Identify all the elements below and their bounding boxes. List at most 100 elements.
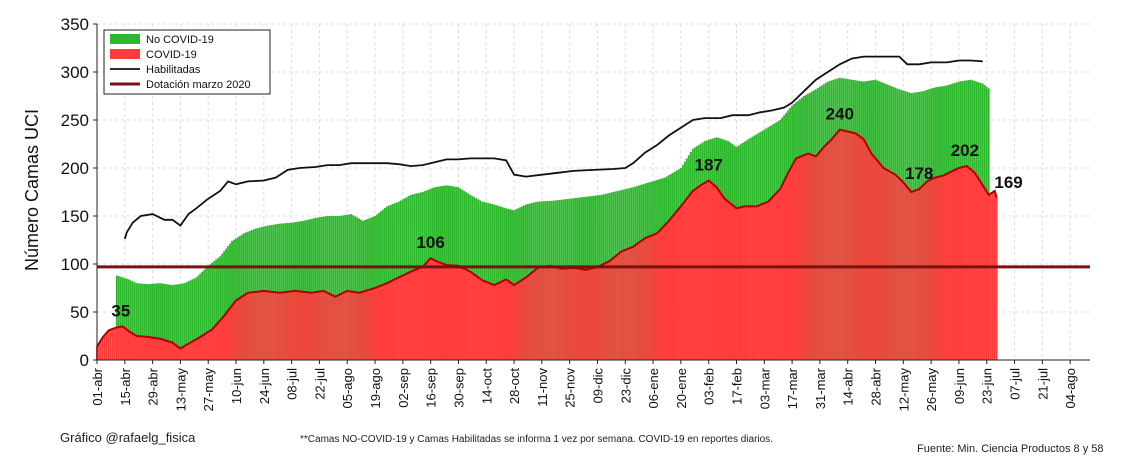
covid-bar: [652, 234, 654, 360]
covid-bar: [389, 281, 392, 360]
covid-bar: [427, 260, 430, 360]
value-annotation: 35: [111, 301, 130, 320]
covid-bar: [197, 338, 200, 360]
covid-bar: [441, 263, 444, 360]
covid-bar: [735, 208, 738, 360]
covid-bar: [503, 280, 506, 360]
covid-bar: [242, 295, 245, 360]
covid-bar: [540, 267, 543, 360]
no-covid-bar: [155, 283, 158, 360]
covid-bar: [870, 153, 873, 360]
covid-bar: [254, 291, 257, 360]
value-annotation: 202: [951, 141, 979, 160]
covid-bar: [612, 257, 615, 360]
no-covid-bar: [173, 284, 176, 360]
no-covid-bar: [221, 253, 224, 360]
x-tick-label: 19-ago: [368, 368, 383, 408]
no-covid-bar: [163, 283, 166, 360]
covid-bar: [433, 260, 436, 360]
covid-bar: [642, 239, 645, 360]
no-covid-bar: [324, 216, 327, 360]
covid-bar: [378, 286, 380, 360]
x-tick-label: 12-may: [896, 368, 911, 412]
covid-bar: [693, 189, 696, 360]
covid-bar: [302, 291, 305, 360]
habilitadas-line: [123, 55, 983, 240]
covid-bar: [324, 291, 327, 360]
covid-bar: [346, 290, 349, 360]
covid-bar: [755, 206, 758, 360]
covid-bar: [739, 207, 742, 360]
no-covid-bar: [149, 284, 152, 360]
no-covid-bar: [175, 284, 178, 360]
uci-beds-chart: 0 50 100 150 200 250 300 350 01-abr 15-abr 29-abr 1…: [22, 15, 1090, 412]
no-covid-bar: [161, 283, 164, 360]
covid-bar: [320, 291, 323, 360]
covid-bar: [906, 187, 909, 360]
covid-bar: [109, 329, 112, 360]
covid-bar: [399, 276, 402, 360]
covid-bar: [457, 265, 460, 360]
covid-bar: [818, 151, 821, 360]
no-covid-bar: [199, 273, 202, 360]
covid-bar: [864, 142, 867, 360]
covid-bar: [866, 146, 869, 360]
covid-bar: [957, 168, 960, 360]
covid-bar: [451, 265, 454, 360]
covid-bar: [834, 134, 837, 360]
covid-bar: [205, 333, 208, 360]
covid-bar: [934, 177, 936, 360]
covid-bar: [840, 130, 843, 360]
covid-bar: [491, 284, 494, 360]
covid-bar: [757, 205, 760, 360]
covid-bar: [705, 181, 708, 360]
covid-bar: [709, 182, 712, 360]
covid-bar: [769, 199, 772, 360]
credit-text: Gráfico @rafaelg_fisica: [60, 430, 196, 445]
covid-bar: [463, 268, 466, 360]
annotations: 35 106 187 240 178 202 169: [111, 105, 1022, 321]
covid-bar: [135, 336, 138, 360]
covid-bar: [290, 291, 293, 360]
covid-bar: [582, 269, 585, 360]
covid-bar: [900, 180, 903, 360]
covid-bar: [213, 327, 216, 360]
covid-bar: [850, 132, 853, 360]
no-covid-bar: [300, 221, 303, 360]
covid-bar: [620, 251, 623, 360]
covid-bar: [669, 218, 672, 360]
no-covid-bar: [316, 217, 319, 360]
no-covid-bar: [131, 281, 134, 360]
covid-bar: [376, 287, 378, 360]
covid-bar: [133, 334, 136, 360]
covid-bar: [820, 149, 823, 360]
covid-bar: [459, 266, 462, 360]
covid-bar: [753, 206, 756, 360]
covid-bar: [928, 180, 931, 360]
covid-bar: [431, 259, 434, 360]
covid-bar: [409, 271, 412, 360]
covid-bar: [505, 279, 508, 360]
value-annotation: 178: [905, 164, 933, 183]
covid-bar: [775, 193, 778, 360]
covid-bar: [989, 193, 992, 360]
covid-bar: [801, 156, 803, 360]
covid-bar: [981, 185, 984, 360]
covid-bar: [233, 303, 235, 360]
covid-bar: [824, 144, 827, 360]
covid-bar: [425, 262, 428, 360]
covid-bar: [632, 246, 635, 360]
covid-bar: [747, 206, 750, 360]
x-tick-label: 22-jul: [312, 368, 327, 400]
covid-bar: [548, 265, 551, 360]
covid-bar: [717, 190, 720, 360]
covid-bar: [141, 336, 144, 360]
covid-bar: [977, 179, 980, 360]
covid-bar: [969, 169, 972, 360]
covid-bar: [588, 268, 591, 360]
covid-bar: [878, 163, 881, 360]
no-covid-bar: [489, 203, 492, 360]
covid-bar: [729, 203, 732, 360]
covid-bar: [902, 182, 905, 360]
covid-bar: [832, 136, 835, 360]
